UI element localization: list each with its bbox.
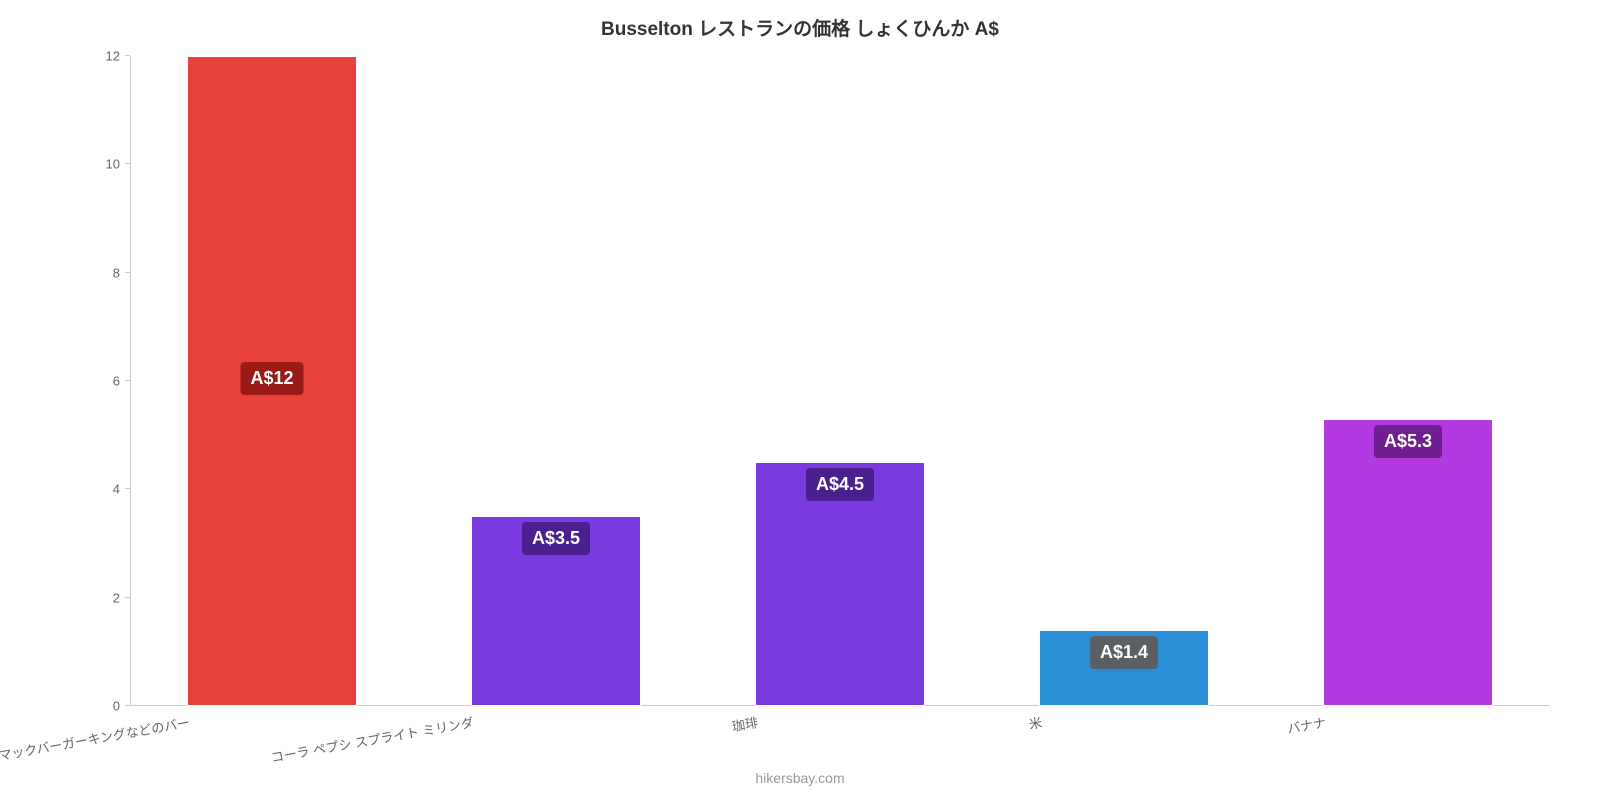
bar: A$1.4 xyxy=(1039,630,1209,706)
x-tick-label: マックバーガーキングなどのバー xyxy=(0,706,191,764)
y-tick-label: 12 xyxy=(106,49,130,64)
chart-container: Busselton レストランの価格 しょくひんか A$ A$12A$3.5A$… xyxy=(0,0,1600,800)
bar-value-label: A$5.3 xyxy=(1374,425,1442,458)
x-tick-label: 珈琲 xyxy=(729,706,759,735)
x-tick-label: コーラ ペプシ スプライト ミリンダ xyxy=(268,706,475,766)
chart-title: Busselton レストランの価格 しょくひんか A$ xyxy=(0,14,1600,41)
y-tick-mark xyxy=(125,488,130,489)
y-tick-label: 4 xyxy=(113,482,130,497)
y-tick-label: 8 xyxy=(113,265,130,280)
bar-value-label: A$1.4 xyxy=(1090,636,1158,669)
bar: A$3.5 xyxy=(471,516,641,706)
bar: A$5.3 xyxy=(1323,419,1493,706)
bar: A$4.5 xyxy=(755,462,925,706)
y-tick-mark xyxy=(125,272,130,273)
y-tick-label: 2 xyxy=(113,590,130,605)
source-credit: hikersbay.com xyxy=(0,770,1600,786)
plot-area: A$12A$3.5A$4.5A$1.4A$5.3 024681012 マックバー… xyxy=(130,56,1550,706)
bar-value-label: A$3.5 xyxy=(522,522,590,555)
bar: A$12 xyxy=(187,56,357,706)
y-tick-mark xyxy=(125,380,130,381)
y-tick-label: 6 xyxy=(113,374,130,389)
x-tick-label: 米 xyxy=(1026,706,1043,733)
y-tick-label: 10 xyxy=(106,157,130,172)
y-tick-mark xyxy=(125,597,130,598)
y-tick-label: 0 xyxy=(113,699,130,714)
y-tick-mark xyxy=(125,163,130,164)
bars-group: A$12 A$3.5 A$4.5 A$1.4 A$5.3 xyxy=(130,56,1550,706)
x-tick-label: バナナ xyxy=(1284,706,1327,737)
y-tick-mark xyxy=(125,55,130,56)
y-tick-mark xyxy=(125,705,130,706)
bar-value-label: A$12 xyxy=(240,362,303,395)
bar-value-label: A$4.5 xyxy=(806,468,874,501)
